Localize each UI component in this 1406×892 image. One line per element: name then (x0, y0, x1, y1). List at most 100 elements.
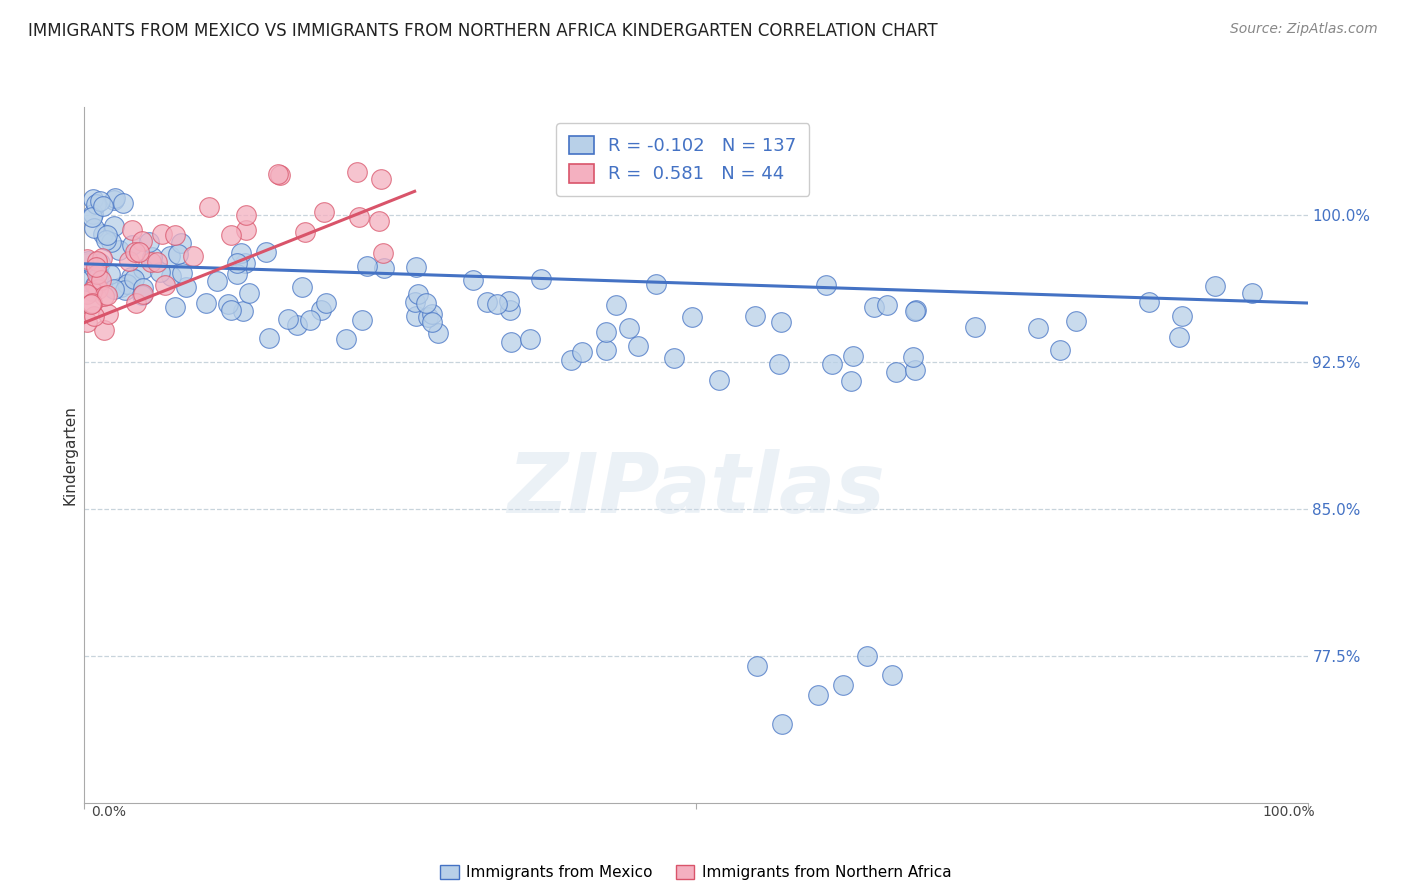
Point (166, 246, 188, 260)
Point (405, 260, 427, 274)
Point (862, 300, 884, 314)
Point (118, 254, 141, 268)
Point (232, 303, 254, 318)
Point (226, 267, 249, 281)
Point (131, 288, 153, 302)
Point (86, 267, 108, 281)
Point (76, 315, 98, 329)
Point (420, 316, 443, 330)
Point (89, 255, 111, 269)
Point (770, 315, 793, 329)
Point (146, 255, 169, 269)
Point (420, 307, 443, 321)
Point (181, 249, 204, 263)
Point (880, 668, 903, 682)
Point (314, 204, 336, 219)
Point (121, 223, 143, 237)
Point (235, 223, 257, 237)
Point (335, 332, 357, 346)
Text: Source: ZipAtlas.com: Source: ZipAtlas.com (1230, 22, 1378, 37)
Point (160, 268, 183, 283)
Point (406, 287, 429, 301)
Point (76, 254, 98, 268)
Point (238, 286, 260, 301)
Point (87, 282, 110, 296)
Point (138, 235, 160, 249)
Point (901, 351, 924, 365)
Point (1171, 309, 1194, 323)
Legend: Immigrants from Mexico, Immigrants from Northern Africa: Immigrants from Mexico, Immigrants from … (434, 859, 957, 887)
Point (217, 297, 239, 311)
Point (141, 250, 163, 264)
Point (165, 300, 187, 314)
Point (257, 331, 280, 345)
Point (744, 309, 766, 323)
Point (287, 318, 309, 332)
Point (76, 287, 98, 301)
Point (277, 311, 299, 326)
Point (86, 254, 108, 268)
Point (103, 282, 125, 296)
Point (231, 246, 253, 260)
Point (416, 310, 439, 324)
Point (839, 374, 862, 388)
Point (1064, 314, 1087, 328)
Point (93, 289, 115, 303)
Point (1204, 278, 1226, 293)
Point (112, 195, 135, 210)
Text: 0.0%: 0.0% (91, 805, 127, 819)
Point (110, 280, 132, 294)
Point (1241, 285, 1264, 300)
Point (644, 277, 666, 292)
Point (226, 256, 249, 270)
Point (89, 268, 111, 282)
Point (405, 309, 427, 323)
Point (82, 207, 104, 221)
Point (485, 296, 508, 310)
Point (233, 256, 256, 270)
Point (103, 193, 125, 207)
Point (108, 243, 131, 257)
Point (463, 273, 485, 287)
Point (100, 235, 122, 250)
Point (1137, 294, 1160, 309)
Point (84, 260, 107, 274)
Point (595, 343, 617, 357)
Point (298, 313, 321, 327)
Point (269, 168, 291, 182)
Point (170, 236, 193, 251)
Point (195, 296, 218, 310)
Point (98, 267, 121, 281)
Point (90, 273, 112, 287)
Point (315, 296, 337, 310)
Point (165, 227, 187, 242)
Point (842, 349, 865, 363)
Point (605, 298, 627, 312)
Point (347, 210, 370, 224)
Point (627, 339, 650, 353)
Point (124, 244, 146, 259)
Point (904, 304, 927, 318)
Point (132, 261, 155, 276)
Point (170, 266, 193, 280)
Point (904, 363, 927, 377)
Point (80, 285, 103, 299)
Point (84, 197, 107, 211)
Point (235, 208, 257, 222)
Point (139, 254, 162, 268)
Point (122, 272, 145, 286)
Point (84, 278, 107, 293)
Point (499, 334, 522, 349)
Point (155, 278, 177, 293)
Point (150, 227, 173, 241)
Point (121, 237, 143, 252)
Point (807, 688, 830, 702)
Point (132, 281, 155, 295)
Point (499, 302, 522, 317)
Point (103, 219, 125, 234)
Point (91, 251, 114, 265)
Point (707, 373, 730, 387)
Point (475, 295, 498, 310)
Point (367, 214, 389, 228)
Point (82, 296, 104, 310)
